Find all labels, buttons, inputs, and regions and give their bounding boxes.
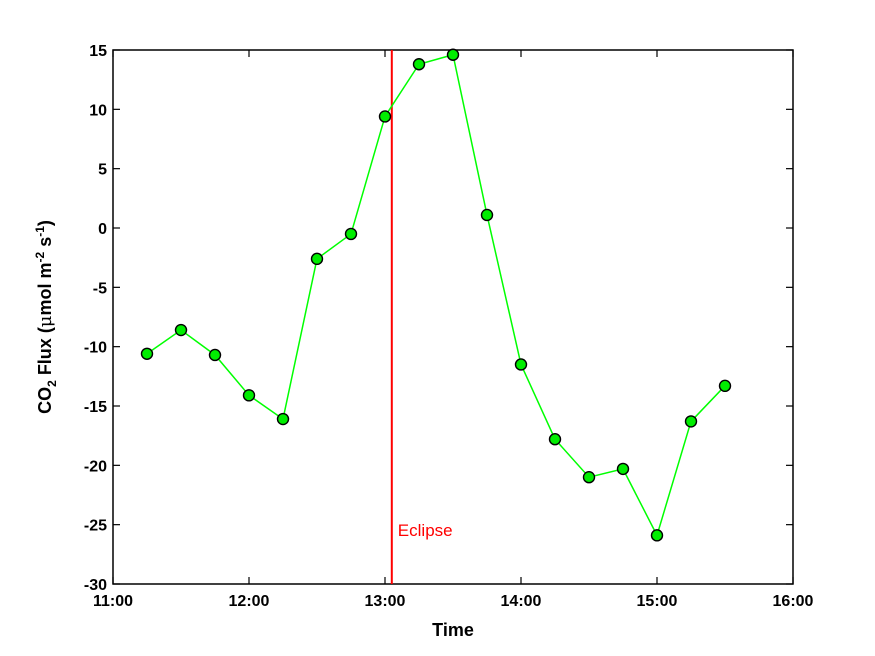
x-tick-label: 12:00 xyxy=(229,593,270,610)
data-point xyxy=(548,433,562,446)
x-tick-label: 11:00 xyxy=(93,593,133,610)
data-point xyxy=(140,347,154,360)
data-point xyxy=(514,358,528,371)
y-tick-label: -25 xyxy=(84,518,107,535)
y-tick-label: -30 xyxy=(84,577,107,594)
y-tick-label: -5 xyxy=(93,280,107,297)
y-axis-label: CO2 Flux (μmol m-2 s-1) xyxy=(33,220,59,414)
y-tick-label: -10 xyxy=(84,340,107,357)
data-point xyxy=(412,58,426,71)
data-point xyxy=(582,471,596,484)
data-point xyxy=(276,412,290,426)
x-tick-label: 13:00 xyxy=(365,593,406,610)
data-point xyxy=(174,323,188,337)
y-tick-label: 0 xyxy=(98,221,107,238)
data-point xyxy=(378,110,392,123)
data-point xyxy=(446,48,460,61)
data-point xyxy=(718,379,732,393)
data-point xyxy=(480,208,494,222)
data-point xyxy=(650,529,664,542)
eclipse-label: Eclipse xyxy=(398,521,453,540)
data-point xyxy=(616,462,630,476)
y-tick-label: 15 xyxy=(89,43,107,60)
x-tick-label: 16:00 xyxy=(773,593,814,610)
series-line xyxy=(146,53,726,538)
y-tick-label: -20 xyxy=(84,458,107,475)
y-tick-label: 5 xyxy=(98,162,107,179)
data-point xyxy=(242,389,256,402)
y-tick-label: 10 xyxy=(89,102,107,119)
y-tick-label: -15 xyxy=(84,399,107,416)
data-point xyxy=(344,227,358,241)
x-axis-label: Time xyxy=(432,620,474,640)
x-tick-label: 15:00 xyxy=(637,593,678,610)
data-point xyxy=(208,348,222,362)
data-point xyxy=(310,252,324,266)
x-tick-label: 14:00 xyxy=(501,593,542,610)
data-point xyxy=(684,415,698,428)
